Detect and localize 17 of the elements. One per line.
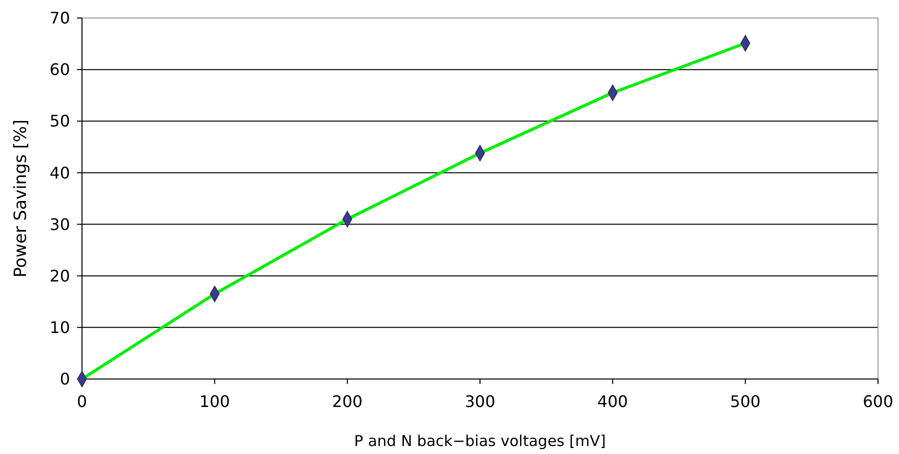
y-tick-label: 60 (50, 60, 70, 80)
x-tick-label: 200 (332, 392, 363, 411)
x-tick-label: 400 (597, 392, 628, 411)
x-tick-label: 100 (199, 392, 230, 411)
x-tick-label: 500 (730, 392, 761, 411)
x-tick-label: 0 (76, 392, 88, 411)
y-tick-label: 70 (50, 8, 70, 28)
x-tick-label: 600 (862, 392, 894, 411)
y-tick-label: 30 (50, 214, 70, 234)
x-axis-title: P and N back−bias voltages [mV] (354, 432, 606, 450)
y-axis-title: Power Savings [%] (11, 119, 31, 278)
y-tick-label: 40 (50, 163, 70, 182)
y-tick-label: 20 (50, 266, 70, 286)
y-tick-label: 50 (50, 112, 70, 131)
x-tick-label: 300 (464, 392, 496, 411)
y-tick-label: 10 (50, 318, 70, 338)
y-tick-label: 0 (60, 370, 70, 389)
